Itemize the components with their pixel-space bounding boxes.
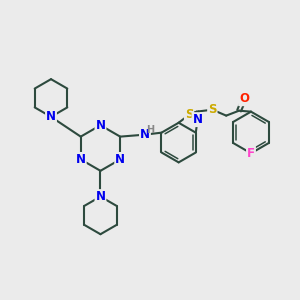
Text: N: N (140, 128, 150, 141)
Text: N: N (95, 119, 106, 132)
Text: N: N (95, 190, 106, 203)
Text: H: H (146, 125, 154, 135)
Text: N: N (76, 153, 86, 166)
Text: N: N (115, 153, 125, 166)
Text: S: S (185, 108, 193, 121)
Text: S: S (208, 103, 217, 116)
Text: N: N (193, 113, 202, 126)
Text: O: O (239, 92, 249, 105)
Text: F: F (247, 147, 255, 160)
Text: N: N (46, 110, 56, 123)
